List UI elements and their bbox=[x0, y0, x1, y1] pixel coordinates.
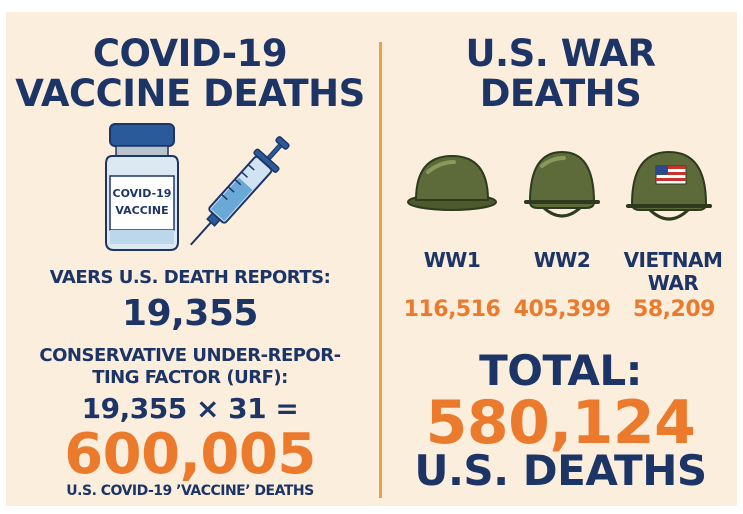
war-deaths-ww1: 116,516 bbox=[403, 297, 501, 322]
left-title-line2: VACCINE DEATHS bbox=[15, 72, 365, 115]
total-caption: U.S. DEATHS bbox=[414, 446, 707, 495]
left-title-line1: COVID-19 bbox=[92, 32, 288, 75]
vaers-value: 19,355 bbox=[122, 293, 258, 334]
vaccine-death-result: 600,005 bbox=[64, 422, 316, 487]
vaers-label: VAERS U.S. DEATH REPORTS: bbox=[49, 267, 331, 288]
column-divider bbox=[379, 42, 382, 498]
vial-label-line1: COVID-19 bbox=[113, 187, 172, 200]
infographic-poster: COVID-19 VACCINE DEATHS COVID-19 VACCINE… bbox=[6, 12, 737, 506]
right-title-line1: U.S. WAR bbox=[465, 32, 656, 75]
vaccine-vial-icon: COVID-19 VACCINE bbox=[105, 123, 179, 251]
urf-equation: 19,355 × 31 = bbox=[81, 392, 299, 425]
total-label: TOTAL: bbox=[479, 346, 642, 395]
right-title-line2: DEATHS bbox=[479, 72, 642, 115]
war-deaths-vietnam: 58,209 bbox=[633, 297, 715, 322]
syringe-icon bbox=[190, 136, 290, 246]
war-name-ww2: WW2 bbox=[533, 248, 591, 272]
vial-label-line2: VACCINE bbox=[115, 204, 168, 217]
ww1-helmet-icon bbox=[407, 154, 497, 211]
result-caption: U.S. COVID-19 ’VACCINE’ DEATHS bbox=[66, 483, 314, 499]
us-flag-icon bbox=[655, 165, 687, 185]
war-deaths-ww2: 405,399 bbox=[513, 297, 611, 322]
vietnam-helmet-icon bbox=[626, 150, 712, 221]
total-value: 580,124 bbox=[425, 388, 696, 458]
ww2-helmet-icon bbox=[524, 150, 600, 218]
war-name-vietnam-line1: VIETNAM bbox=[623, 248, 723, 272]
urf-label-line1: CONSERVATIVE UNDER-REPOR- bbox=[39, 345, 341, 366]
war-name-vietnam-line2: WAR bbox=[647, 271, 699, 295]
urf-label-line2: TING FACTOR (URF): bbox=[92, 367, 288, 388]
war-name-ww1: WW1 bbox=[423, 248, 481, 272]
